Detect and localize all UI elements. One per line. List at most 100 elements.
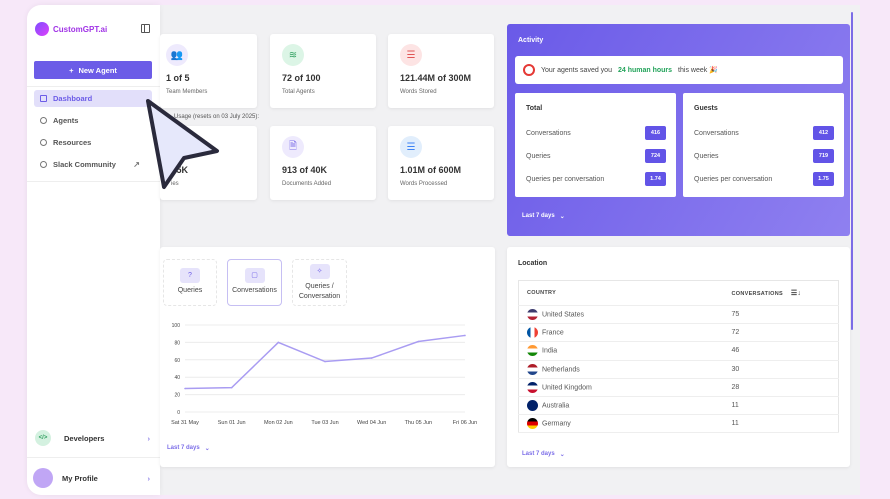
x-tick-label: Fri 06 Jun xyxy=(453,420,477,426)
conversations-value: 46 xyxy=(723,341,839,361)
country-name: India xyxy=(542,347,558,355)
alarm-clock-icon xyxy=(523,64,535,76)
chart-range-dropdown[interactable]: Last 7 days ⌄ xyxy=(167,445,210,452)
sidebar-item-agents[interactable]: Agents xyxy=(34,112,152,129)
my-profile-item[interactable]: My Profile › xyxy=(27,468,160,488)
conversations-value: 30 xyxy=(723,360,839,379)
label: Agents xyxy=(53,116,79,125)
conversations-value: 11 xyxy=(723,396,839,416)
data-point xyxy=(277,341,280,344)
divider xyxy=(27,457,160,458)
new-agent-label: New Agent xyxy=(78,65,117,75)
tab-queries[interactable]: ? Queries xyxy=(163,259,217,306)
logo[interactable]: CustomGPT.ai xyxy=(35,22,107,36)
guests-box: Guests Conversations 412 Queries 719 Queri… xyxy=(683,93,844,197)
column-country: COUNTRY xyxy=(518,280,724,306)
y-tick-label: 60 xyxy=(174,358,180,364)
flag-icon xyxy=(527,345,538,357)
scrollbar[interactable] xyxy=(851,12,853,330)
location-table: COUNTRY CONVERSATIONS ☰↓ United States 75 F… xyxy=(518,280,839,434)
label: Resources xyxy=(53,138,92,147)
label: Last 7 days xyxy=(522,451,555,457)
brain-logo-icon xyxy=(35,22,49,36)
label: Queries xyxy=(694,152,719,160)
x-tick-label: Tue 03 Jun xyxy=(311,420,338,426)
chart-card xyxy=(160,247,495,467)
stat-value: 72 of 100 xyxy=(282,73,321,83)
x-tick-label: Thu 05 Jun xyxy=(405,420,433,426)
sidebar-item-dashboard[interactable]: Dashboard xyxy=(34,90,152,107)
tab-queries-per-conversation[interactable]: ✧ Queries / Conversation xyxy=(292,259,347,306)
divider xyxy=(27,181,160,182)
collapse-sidebar-icon[interactable] xyxy=(141,24,150,33)
tab-conversations[interactable]: ▢ Conversations xyxy=(227,259,282,306)
new-agent-button[interactable]: + New Agent xyxy=(34,61,152,79)
database-sync-icon: ☰ xyxy=(400,136,422,158)
x-tick-label: Sat 31 May xyxy=(171,420,199,426)
divider xyxy=(27,86,160,87)
flag-icon xyxy=(527,363,538,375)
table-row: India 46 xyxy=(518,341,839,361)
sidebar: CustomGPT.ai + New Agent Dashboard Agents… xyxy=(27,5,160,495)
database-icon: ☰ xyxy=(400,44,422,66)
table-row: France 72 xyxy=(518,323,839,343)
chat-icon: ▢ xyxy=(244,268,265,283)
location-range-dropdown[interactable]: Last 7 days ⌄ xyxy=(522,451,565,458)
stat-words-stored: ☰ 121.44M of 300M Words Stored xyxy=(388,34,494,108)
label: Conversations xyxy=(694,129,739,137)
activity-range-dropdown[interactable]: Last 7 days ⌄ xyxy=(522,213,565,220)
activity-title: Activity xyxy=(518,37,544,44)
label: Queries per conversation xyxy=(526,175,605,183)
country-cell: France xyxy=(518,323,724,343)
stat-value: 1.01M of 600M xyxy=(400,165,462,175)
box-title: Total xyxy=(526,105,543,112)
stat-total-agents: ≋ 72 of 100 Total Agents xyxy=(270,34,376,108)
table-row: United States 75 xyxy=(518,305,839,325)
y-tick-label: 0 xyxy=(177,410,180,416)
globe-icon xyxy=(40,161,47,168)
chevron-right-icon: › xyxy=(147,433,151,443)
y-tick-label: 40 xyxy=(174,375,180,381)
label: Last 7 days xyxy=(167,445,200,451)
stat-documents-added: 🗎 913 of 40K Documents Added xyxy=(270,126,376,200)
sidebar-item-resources[interactable]: Resources xyxy=(34,134,152,151)
row-qpc: Queries per conversation 1.75 xyxy=(694,172,834,186)
brand-name: CustomGPT.ai xyxy=(53,24,108,34)
sort-icon: ☰↓ xyxy=(790,290,802,297)
flag-icon xyxy=(527,400,538,412)
row-conversations: Conversations 412 xyxy=(694,126,834,140)
data-point xyxy=(370,357,373,359)
column-conversations[interactable]: CONVERSATIONS ☰↓ xyxy=(723,280,839,306)
value-badge: 416 xyxy=(645,126,666,140)
flag-icon xyxy=(527,418,538,430)
usage-label: Usage (resets on 03 July 2025): xyxy=(174,114,260,120)
label: Dashboard xyxy=(53,94,93,103)
total-box: Total Conversations 416 Queries 724 Querie… xyxy=(515,93,676,197)
external-link-icon: ↗ xyxy=(133,160,140,169)
data-point xyxy=(230,386,233,389)
label: Developers xyxy=(64,433,105,443)
stat-label: Team Members xyxy=(166,89,208,95)
saved-hours: 24 human hours xyxy=(617,66,673,74)
y-tick-label: 20 xyxy=(174,393,180,399)
stat-label: Words Stored xyxy=(400,89,437,95)
value-badge: 1.75 xyxy=(813,172,834,186)
layers-icon: ≋ xyxy=(282,44,304,66)
monitor-icon xyxy=(40,95,47,102)
activity-panel: Activity Your agents saved you 24 human h… xyxy=(507,24,850,236)
document-search-icon: 🗎 xyxy=(282,136,304,158)
sidebar-item-slack-community[interactable]: Slack Community ↗ xyxy=(34,156,152,173)
box-title: Guests xyxy=(694,105,718,112)
question-icon: ? xyxy=(180,268,200,283)
x-tick-label: Mon 02 Jun xyxy=(264,420,293,426)
conversations-value: 75 xyxy=(723,305,839,325)
x-tick-label: Sun 01 Jun xyxy=(218,420,246,426)
developers-item[interactable]: </> Developers › xyxy=(27,430,160,446)
conversations-line-chart: 0 20 40 60 80 100 Sat 31 May Sun 01 Jun Mon 02 J… xyxy=(171,323,477,426)
avatar xyxy=(33,468,53,488)
label: Conversations xyxy=(526,129,571,137)
country-cell: Germany xyxy=(518,414,724,434)
flag-icon xyxy=(527,327,538,339)
label: Slack Community xyxy=(53,160,116,169)
row-qpc: Queries per conversation 1.74 xyxy=(526,172,666,186)
